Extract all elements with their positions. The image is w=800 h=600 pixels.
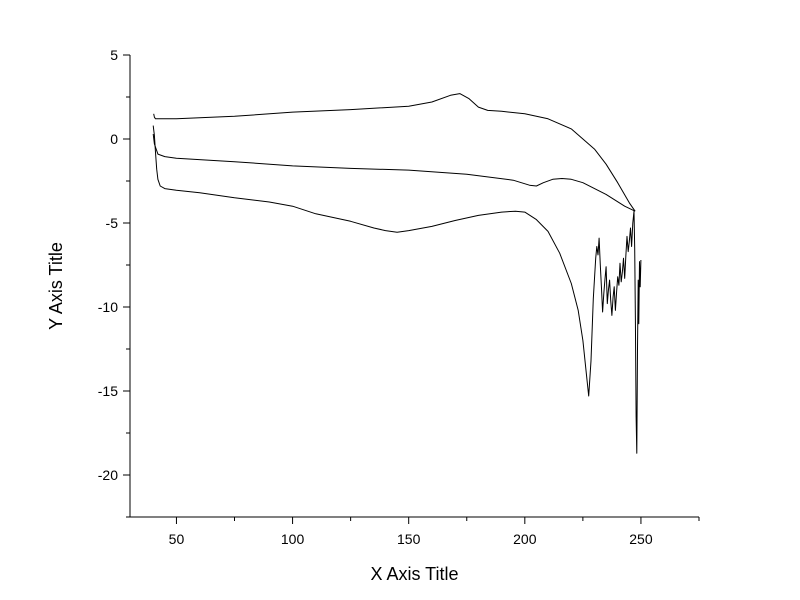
x-tick-label: 50 xyxy=(169,531,185,547)
y-tick-label: 5 xyxy=(110,47,118,63)
series-line-3 xyxy=(152,125,642,454)
series-line-1 xyxy=(153,93,636,212)
series-line-2 xyxy=(152,133,636,212)
x-tick-label: 250 xyxy=(629,531,653,547)
x-axis-title: X Axis Title xyxy=(370,564,458,584)
series-layer xyxy=(152,93,642,454)
y-axis-title: Y Axis Title xyxy=(46,242,66,330)
y-tick-label: -20 xyxy=(98,467,118,483)
y-tick-label: -5 xyxy=(106,215,119,231)
x-tick-label: 200 xyxy=(513,531,537,547)
x-tick-label: 150 xyxy=(397,531,421,547)
y-tick-label: -10 xyxy=(98,299,118,315)
x-tick-label: 100 xyxy=(281,531,305,547)
y-tick-label: 0 xyxy=(110,131,118,147)
y-tick-label: -15 xyxy=(98,383,118,399)
